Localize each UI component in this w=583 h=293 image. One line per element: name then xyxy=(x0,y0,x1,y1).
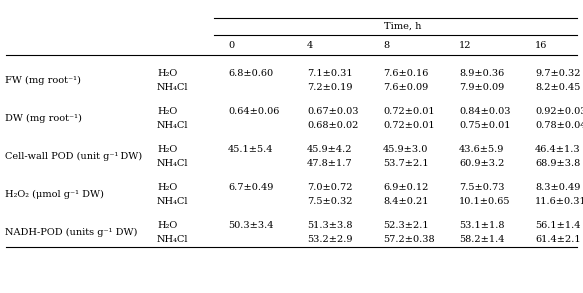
Text: 8.4±0.21: 8.4±0.21 xyxy=(383,197,429,205)
Text: NH₄Cl: NH₄Cl xyxy=(157,159,188,168)
Text: 46.4±1.3: 46.4±1.3 xyxy=(535,144,581,154)
Text: 9.7±0.32: 9.7±0.32 xyxy=(535,69,581,78)
Text: 51.3±3.8: 51.3±3.8 xyxy=(307,221,353,229)
Text: 60.9±3.2: 60.9±3.2 xyxy=(459,159,504,168)
Text: 0.78±0.04: 0.78±0.04 xyxy=(535,120,583,130)
Text: NH₄Cl: NH₄Cl xyxy=(157,234,188,243)
Text: 0.92±0.03: 0.92±0.03 xyxy=(535,106,583,115)
Text: 8.2±0.45: 8.2±0.45 xyxy=(535,83,580,91)
Text: FW (mg root⁻¹): FW (mg root⁻¹) xyxy=(5,75,81,85)
Text: 6.8±0.60: 6.8±0.60 xyxy=(228,69,273,78)
Text: 45.9±4.2: 45.9±4.2 xyxy=(307,144,353,154)
Text: 12: 12 xyxy=(459,42,472,50)
Text: DW (mg root⁻¹): DW (mg root⁻¹) xyxy=(5,113,82,122)
Text: 45.1±5.4: 45.1±5.4 xyxy=(228,144,273,154)
Text: NH₄Cl: NH₄Cl xyxy=(157,83,188,91)
Text: 45.9±3.0: 45.9±3.0 xyxy=(383,144,429,154)
Text: 53.2±2.9: 53.2±2.9 xyxy=(307,234,353,243)
Text: 0.64±0.06: 0.64±0.06 xyxy=(228,106,279,115)
Text: 50.3±3.4: 50.3±3.4 xyxy=(228,221,273,229)
Text: 4: 4 xyxy=(307,42,313,50)
Text: 7.2±0.19: 7.2±0.19 xyxy=(307,83,353,91)
Text: 58.2±1.4: 58.2±1.4 xyxy=(459,234,504,243)
Text: 0.72±0.01: 0.72±0.01 xyxy=(383,120,434,130)
Text: NADH-POD (units g⁻¹ DW): NADH-POD (units g⁻¹ DW) xyxy=(5,227,138,236)
Text: 61.4±2.1: 61.4±2.1 xyxy=(535,234,581,243)
Text: H₂O: H₂O xyxy=(157,144,177,154)
Text: 11.6±0.31: 11.6±0.31 xyxy=(535,197,583,205)
Text: 0: 0 xyxy=(228,42,234,50)
Text: 0.67±0.03: 0.67±0.03 xyxy=(307,106,359,115)
Text: H₂O: H₂O xyxy=(157,221,177,229)
Text: 10.1±0.65: 10.1±0.65 xyxy=(459,197,511,205)
Text: 57.2±0.38: 57.2±0.38 xyxy=(383,234,434,243)
Text: 53.7±2.1: 53.7±2.1 xyxy=(383,159,429,168)
Text: 16: 16 xyxy=(535,42,547,50)
Text: H₂O: H₂O xyxy=(157,106,177,115)
Text: 7.5±0.32: 7.5±0.32 xyxy=(307,197,353,205)
Text: 6.7±0.49: 6.7±0.49 xyxy=(228,183,273,192)
Text: 7.0±0.72: 7.0±0.72 xyxy=(307,183,353,192)
Text: 68.9±3.8: 68.9±3.8 xyxy=(535,159,580,168)
Text: 0.72±0.01: 0.72±0.01 xyxy=(383,106,434,115)
Text: NH₄Cl: NH₄Cl xyxy=(157,197,188,205)
Text: Time, h: Time, h xyxy=(384,21,421,30)
Text: 7.9±0.09: 7.9±0.09 xyxy=(459,83,504,91)
Text: 6.9±0.12: 6.9±0.12 xyxy=(383,183,429,192)
Text: 0.75±0.01: 0.75±0.01 xyxy=(459,120,511,130)
Text: H₂O₂ (μmol g⁻¹ DW): H₂O₂ (μmol g⁻¹ DW) xyxy=(5,190,104,199)
Text: 0.84±0.03: 0.84±0.03 xyxy=(459,106,511,115)
Text: Cell-wall POD (unit g⁻¹ DW): Cell-wall POD (unit g⁻¹ DW) xyxy=(5,151,142,161)
Text: 56.1±1.4: 56.1±1.4 xyxy=(535,221,581,229)
Text: 43.6±5.9: 43.6±5.9 xyxy=(459,144,504,154)
Text: 47.8±1.7: 47.8±1.7 xyxy=(307,159,353,168)
Text: H₂O: H₂O xyxy=(157,69,177,78)
Text: 7.5±0.73: 7.5±0.73 xyxy=(459,183,504,192)
Text: 53.1±1.8: 53.1±1.8 xyxy=(459,221,504,229)
Text: 7.6±0.16: 7.6±0.16 xyxy=(383,69,429,78)
Text: 8.3±0.49: 8.3±0.49 xyxy=(535,183,580,192)
Text: 0.68±0.02: 0.68±0.02 xyxy=(307,120,359,130)
Text: 8: 8 xyxy=(383,42,389,50)
Text: 7.6±0.09: 7.6±0.09 xyxy=(383,83,429,91)
Text: NH₄Cl: NH₄Cl xyxy=(157,120,188,130)
Text: H₂O: H₂O xyxy=(157,183,177,192)
Text: 8.9±0.36: 8.9±0.36 xyxy=(459,69,504,78)
Text: 7.1±0.31: 7.1±0.31 xyxy=(307,69,353,78)
Text: 52.3±2.1: 52.3±2.1 xyxy=(383,221,429,229)
